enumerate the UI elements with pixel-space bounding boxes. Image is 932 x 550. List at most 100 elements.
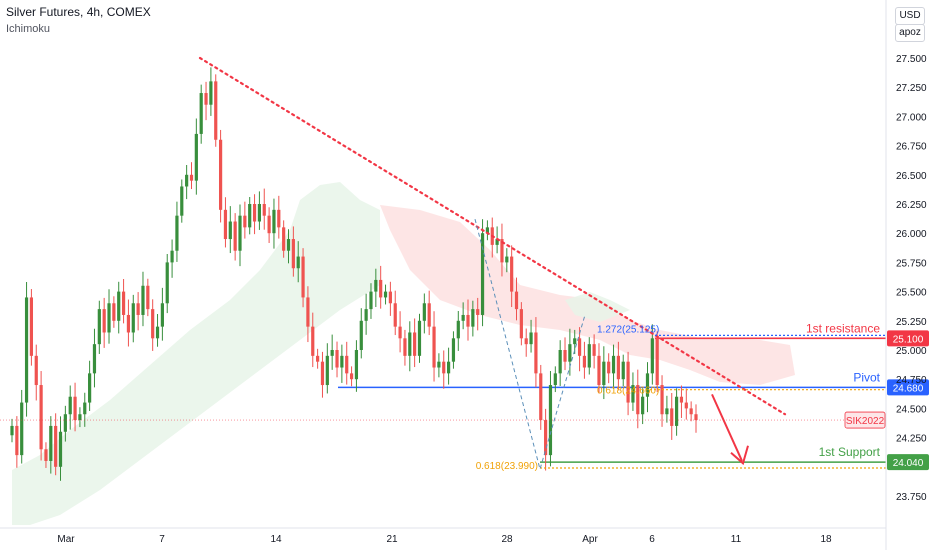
candle-body [359,320,363,350]
time-axis: Mar 7 14 21 28 Apr 6 11 18 [0,527,886,545]
price-tick: 27.250 [896,83,927,94]
candle-body [88,373,92,403]
candle-body [63,414,67,432]
scale-mode-button[interactable]: apoz [895,24,925,42]
candle-body [112,303,116,321]
candle-body [301,256,305,298]
candle-body [456,320,460,339]
currency-button[interactable]: USD [895,7,925,25]
candle-body [311,326,315,356]
arrow-head [730,445,749,466]
candle-body [476,309,480,315]
candle-body [461,314,465,321]
price-levels: 1st resistance 25.100 Pivot 24.680 1st Suppo… [338,321,929,471]
price-tick: 23.750 [896,492,927,503]
candle-body [388,291,392,304]
candle-body [611,355,616,374]
cloud-green-small [565,292,630,322]
candle-body [694,414,698,421]
candle-body [437,361,441,368]
candle-body [553,373,557,386]
candle-body [199,93,203,134]
candle-body [267,215,271,234]
time-tick: Apr [582,534,598,545]
price-tick: 25.750 [896,258,927,269]
candle-body [563,350,567,362]
candle-body [398,326,402,339]
time-tick: 6 [649,534,655,545]
candle-body [218,139,223,210]
candle-body [539,373,543,421]
candle-body [97,309,101,345]
candle-body [582,355,587,368]
candle-body [257,204,262,222]
candle-body [165,262,169,304]
candle-body [650,338,654,374]
candle-body [189,174,194,181]
candle-body [505,256,509,263]
price-tick: 24.500 [896,404,927,415]
candle-body [39,385,43,450]
candle-body [558,350,562,374]
candle-body [534,332,538,374]
candle-body [180,186,184,216]
candle-body [432,326,436,368]
candle-body [107,303,111,333]
candle-body [665,408,669,415]
candle-body [102,309,106,333]
price-tick: 24.750 [896,375,927,386]
candle-body [393,303,397,327]
candle-body [524,338,528,345]
price-tick: 26.500 [896,171,927,182]
candle-body [587,344,591,368]
candle-body [519,309,523,339]
candle-body [383,291,388,298]
fib-label: 0.618(24.660) [597,386,659,397]
candle-body [175,215,179,251]
candle-body [616,355,620,380]
candle-body [54,425,58,467]
candle-body [374,279,378,292]
indicator-name[interactable]: Ichimoku [6,23,51,35]
time-tick: 18 [820,534,832,545]
last-price-tag [844,411,886,429]
time-tick: 11 [731,534,742,545]
candle-body [185,174,189,187]
level-name: Pivot [853,370,880,384]
candle-body [354,350,359,380]
chart-title: Silver Futures, 4h, COMEX [6,5,151,19]
candle-body [136,303,140,315]
candle-body [223,209,228,240]
candle-body [228,221,232,240]
candle-body [674,396,679,426]
candle-body [121,291,126,315]
candle-body [548,385,553,456]
candle-body [15,425,19,456]
candle-body [364,309,368,321]
candle-body [427,303,431,327]
candle-body [340,355,344,368]
candle-body [248,204,252,228]
candle-body [78,414,82,421]
level-name: 1st Support [819,445,881,459]
candle-body [209,81,213,105]
candle-body [607,361,611,374]
candle-body [68,396,72,415]
candle-body [631,385,635,403]
price-tick: 25.000 [896,346,927,357]
candle-body [73,396,77,421]
candle-body [413,332,417,356]
candle-body [49,425,53,461]
candle-body [529,332,533,345]
price-tick: 25.500 [896,288,927,299]
candle-body [277,209,281,228]
candle-body [660,385,664,415]
candle-body [286,239,291,251]
candle-body [233,221,237,251]
candle-body [636,385,640,415]
candle-body [442,361,446,374]
time-tick: 28 [501,534,513,545]
candle-body [655,338,659,386]
time-tick: 21 [386,534,398,545]
